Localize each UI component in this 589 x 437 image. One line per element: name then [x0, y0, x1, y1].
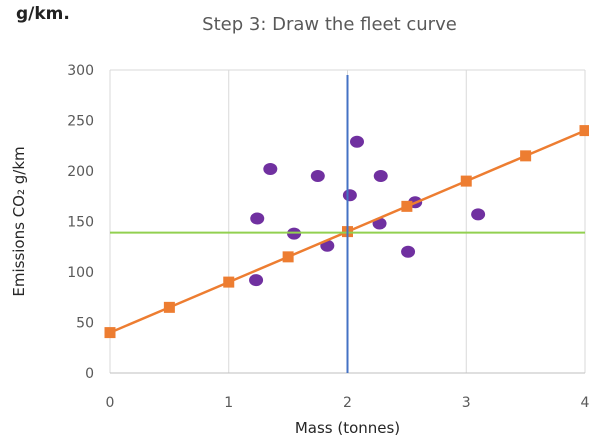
- corner-note: g/km.: [16, 4, 70, 24]
- y-tick-label-1: 50: [76, 316, 94, 332]
- x-tick-label-4: 4: [581, 395, 589, 411]
- x-axis-label: Mass (tonnes): [295, 419, 400, 437]
- fleet-curve-point-8: [579, 125, 589, 137]
- fleet-curve-point-5: [401, 200, 413, 212]
- vehicle-point-1: [250, 212, 265, 225]
- vehicle-point-3: [287, 227, 302, 240]
- y-tick-label-2: 100: [67, 265, 94, 281]
- vehicle-point-12: [471, 208, 486, 221]
- series-layer: [104, 75, 589, 373]
- vehicle-point-4: [310, 170, 325, 183]
- y-tick-label-4: 200: [67, 164, 94, 180]
- fleet-curve-point-0: [104, 327, 116, 339]
- y-tick-label-6: 300: [67, 63, 94, 79]
- fleet-curve-point-7: [520, 150, 532, 162]
- vehicle-point-6: [342, 189, 357, 202]
- chart-title: Step 3: Draw the fleet curve: [202, 14, 457, 35]
- y-tick-label-0: 0: [85, 366, 94, 382]
- x-tick-label-0: 0: [106, 395, 115, 411]
- vehicle-point-7: [350, 135, 364, 148]
- vehicle-point-9: [373, 170, 388, 183]
- x-tick-label-3: 3: [462, 395, 471, 411]
- fleet-curve-point-3: [282, 251, 294, 263]
- fleet-curve-point-2: [223, 276, 235, 288]
- vehicle-point-10: [401, 245, 416, 258]
- x-tick-label-1: 1: [224, 395, 233, 411]
- label-layer: 0 50 100 150 200 250 300 0 1 2 3 4 Mass (tonnes) Emis…: [10, 63, 589, 437]
- fleet-curve-point-1: [163, 301, 175, 313]
- y-tick-label-3: 150: [67, 215, 94, 231]
- fleet-curve-point-6: [460, 175, 472, 187]
- y-axis-label: Emissions CO₂ g/km: [10, 146, 28, 296]
- vehicle-point-0: [249, 274, 264, 287]
- x-tick-label-2: 2: [343, 395, 352, 411]
- vehicle-point-2: [263, 162, 278, 175]
- y-tick-label-5: 250: [67, 114, 94, 130]
